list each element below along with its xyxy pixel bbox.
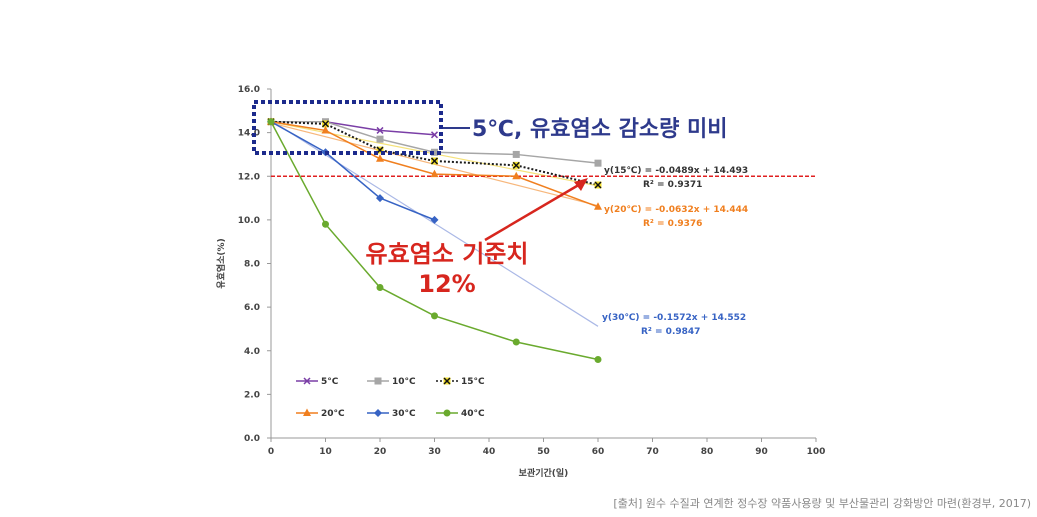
trendline-r2: R² = 0.9847 — [641, 327, 700, 337]
data-point — [512, 171, 521, 180]
series-line — [270, 120, 599, 186]
y-tick-label: 6.0 — [244, 303, 260, 313]
chart-axes: 0.0 2.0 4.0 6.0 8.0 10.0 12.0 14.0 16.0 0 10 20 30 40… — [215, 85, 825, 479]
standard-callout-arrowhead — [574, 178, 588, 191]
series-line — [270, 121, 435, 221]
data-point — [430, 157, 439, 165]
data-point — [376, 126, 384, 134]
x-tick-label: 90 — [755, 447, 768, 457]
legend-label: 30°C — [392, 409, 416, 419]
trendline-r2: R² = 0.9371 — [643, 180, 702, 190]
legend-swatch-marker — [303, 408, 311, 416]
series-line — [270, 121, 599, 361]
data-point — [594, 355, 602, 363]
standard-callout-arrow — [484, 181, 583, 242]
y-tick-label: 12.0 — [238, 172, 260, 182]
series-5 — [267, 118, 602, 363]
equation-layer: y(15℃) = -0.0489x + 14.493 R² = 0.9371 y(2… — [602, 166, 748, 337]
x-tick-label: 60 — [592, 447, 605, 457]
data-point — [512, 150, 520, 158]
y-tick-label: 4.0 — [244, 347, 260, 357]
legend-item: 15°C — [436, 377, 485, 387]
y-tick-label: 14.0 — [238, 129, 260, 139]
trendline-equation: y(30℃) = -0.1572x + 14.552 — [602, 313, 746, 323]
standard-callout-line2: 12% — [418, 270, 475, 298]
data-point — [431, 148, 438, 156]
low-temp-highlight-box — [252, 100, 443, 155]
legend-swatch-marker — [443, 409, 451, 417]
standard-callout-line1: 유효염소 기준치 — [366, 240, 529, 268]
data-point — [267, 118, 275, 126]
legend-label: 20°C — [321, 409, 345, 419]
legend-item: 40°C — [436, 409, 485, 419]
y-tick-label: 16.0 — [238, 85, 260, 95]
x-axis-title: 보관기간(일) — [519, 467, 569, 479]
y-axis-title: 유효염소(%) — [215, 238, 227, 288]
trendline-equation: y(15℃) = -0.0489x + 14.493 — [604, 166, 748, 176]
y-tick-label: 0.0 — [244, 434, 260, 444]
trendline-r2: R² = 0.9376 — [643, 219, 702, 229]
legend-swatch-marker — [303, 377, 311, 385]
x-tick-label: 70 — [646, 447, 659, 457]
series-layer — [267, 117, 602, 363]
data-point — [430, 215, 439, 224]
legend-label: 5°C — [321, 377, 339, 387]
data-point — [594, 181, 602, 189]
data-point — [322, 220, 329, 228]
legend-label: 15°C — [461, 377, 485, 387]
legend: 5°C 10°C 15°C 20°C 30°C 40°C — [296, 377, 485, 419]
data-point — [376, 154, 384, 162]
x-tick-label: 40 — [483, 447, 496, 457]
legend-swatch-marker — [443, 377, 451, 385]
trendline-equation: y(20℃) = -0.0632x + 14.444 — [604, 205, 748, 215]
data-point — [431, 312, 438, 320]
series-line — [271, 120, 599, 164]
x-tick-label: 80 — [701, 447, 714, 457]
data-point — [594, 159, 602, 167]
data-point — [376, 194, 384, 203]
x-tick-label: 30 — [428, 447, 441, 457]
legend-item: 20°C — [296, 408, 345, 419]
x-tick-label: 10 — [319, 447, 332, 457]
data-point — [321, 120, 330, 128]
legend-swatch-marker — [374, 377, 382, 385]
y-tick-label: 8.0 — [244, 260, 260, 270]
legend-item: 30°C — [367, 409, 416, 419]
y-tick-label: 2.0 — [244, 390, 260, 400]
x-tick-label: 20 — [374, 447, 387, 457]
data-point — [321, 125, 330, 134]
data-point — [430, 131, 439, 139]
legend-item: 5°C — [296, 377, 339, 387]
data-point — [512, 338, 520, 346]
data-point — [594, 202, 602, 210]
legend-label: 40°C — [461, 409, 485, 419]
low-temp-callout: 5℃, 유효염소 감소량 미비 — [472, 117, 727, 142]
data-point — [512, 161, 520, 169]
x-tick-label: 100 — [807, 447, 826, 457]
data-point — [430, 169, 439, 178]
source-citation: [출처] 원수 수질과 연계한 정수장 약품사용량 및 부산물관리 강화방안 마… — [613, 497, 1031, 510]
legend-swatch-marker — [374, 409, 382, 417]
x-tick-label: 0 — [268, 447, 274, 457]
y-tick-label: 10.0 — [238, 216, 260, 226]
legend-item: 10°C — [367, 377, 416, 387]
data-point — [376, 135, 384, 143]
x-tick-label: 50 — [537, 447, 550, 457]
data-point — [376, 283, 384, 291]
legend-label: 10°C — [392, 377, 416, 387]
series-line — [270, 120, 599, 208]
